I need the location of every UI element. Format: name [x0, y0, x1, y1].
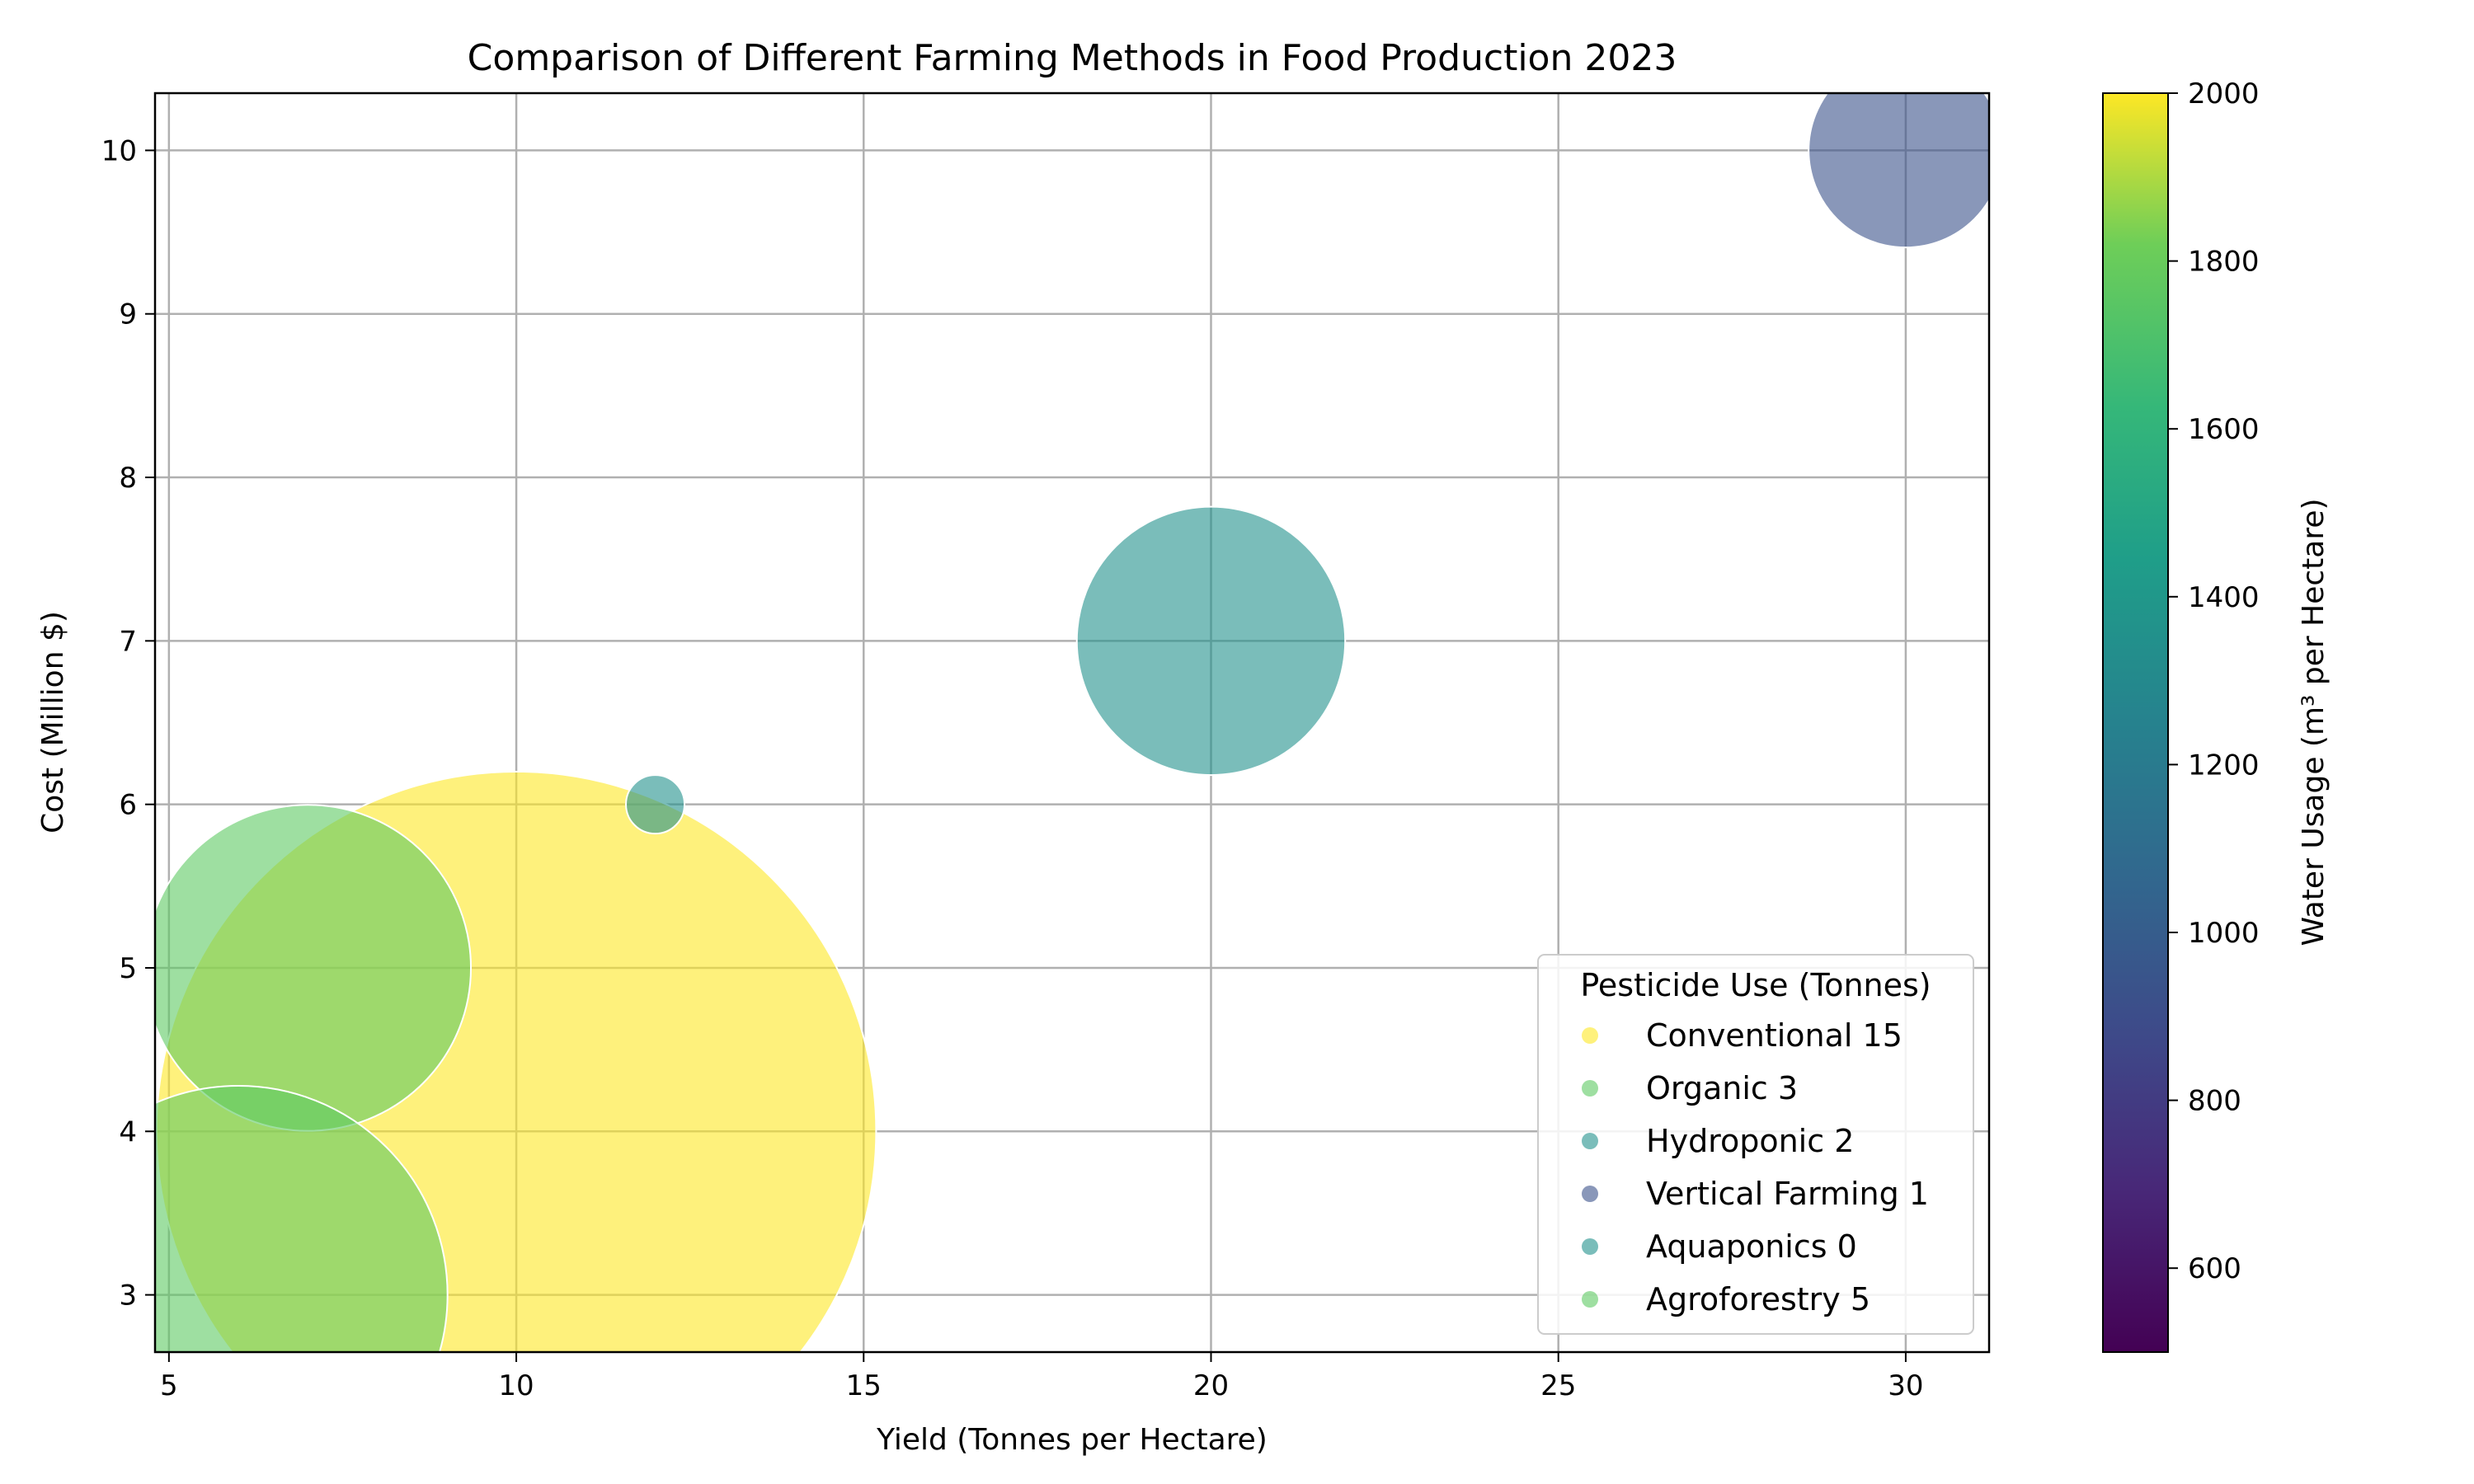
colorbar-tick-label: 800 — [2188, 1085, 2241, 1118]
y-tick-label: 5 — [119, 952, 137, 985]
legend: Pesticide Use (Tonnes) Conventional 15 Or… — [1537, 954, 1974, 1335]
legend-box — [1537, 954, 1974, 1335]
colorbar-ticks: 600 800 1000 1200 1400 1600 1800 2000 — [2168, 77, 2260, 1285]
legend-marker — [1582, 1186, 1598, 1202]
y-tick-label: 4 — [119, 1115, 137, 1148]
y-axis-label: Cost (Million $) — [36, 611, 70, 834]
legend-marker — [1582, 1027, 1598, 1044]
bubble-aquaponics — [625, 774, 686, 835]
x-tick-label: 30 — [1888, 1369, 1923, 1402]
y-tick-label: 6 — [119, 789, 137, 822]
colorbar-tick-label: 1200 — [2188, 749, 2260, 782]
plot-frame — [153, 92, 1991, 1354]
colorbar-tick-label: 1600 — [2188, 413, 2260, 446]
bubble-vertical-farming — [1808, 93, 1989, 249]
x-axis-label: Yield (Tonnes per Hectare) — [876, 1423, 1268, 1457]
bubble-organic — [155, 804, 472, 1132]
colorbar-tick-label: 2000 — [2188, 77, 2260, 110]
colorbar-gradient — [2102, 92, 2169, 1353]
x-tick-label: 20 — [1193, 1369, 1229, 1402]
legend-title: Pesticide Use (Tonnes) — [1580, 967, 1931, 1003]
x-tick-label: 10 — [498, 1369, 534, 1402]
legend-entry-label: Conventional 15 — [1646, 1017, 1903, 1054]
y-tick-label: 8 — [119, 462, 137, 495]
x-tick-label: 5 — [160, 1369, 178, 1402]
colorbar-tick-label: 1000 — [2188, 917, 2260, 950]
legend-marker — [1582, 1080, 1598, 1097]
x-tick-label: 25 — [1540, 1369, 1576, 1402]
y-tick-label: 10 — [101, 134, 137, 167]
chart-title: Comparison of Different Farming Methods … — [468, 37, 1677, 79]
y-tick-label: 3 — [119, 1280, 137, 1313]
bubble-hydroponic — [1075, 505, 1347, 777]
colorbar-tick-label: 1800 — [2188, 246, 2260, 279]
legend-marker — [1582, 1291, 1598, 1308]
legend-entry-label: Agroforestry 5 — [1646, 1281, 1870, 1317]
x-axis-ticks: 5 10 15 20 25 30 — [160, 1352, 1924, 1402]
colorbar: 600 800 1000 1200 1400 1600 1800 2000 Water Usa… — [2102, 77, 2331, 1353]
colorbar-tick-label: 600 — [2188, 1252, 2241, 1285]
x-tick-label: 15 — [846, 1369, 882, 1402]
legend-entry-label: Aquaponics 0 — [1646, 1228, 1857, 1265]
legend-entry-label: Hydroponic 2 — [1646, 1123, 1854, 1159]
y-axis-ticks: 3 4 5 6 7 8 9 10 — [101, 134, 155, 1313]
y-tick-label: 9 — [119, 298, 137, 331]
bubble-agroforestry — [155, 1085, 449, 1352]
legend-entry-label: Organic 3 — [1646, 1070, 1798, 1106]
colorbar-label: Water Usage (m³ per Hectare) — [2297, 498, 2331, 946]
legend-marker — [1582, 1133, 1598, 1149]
grid-lines — [155, 93, 1989, 1352]
legend-marker — [1582, 1238, 1598, 1255]
bubble-series — [155, 93, 1989, 1352]
y-tick-label: 7 — [119, 625, 137, 658]
colorbar-tick-label: 1400 — [2188, 581, 2260, 614]
legend-entry-label: Vertical Farming 1 — [1646, 1176, 1929, 1212]
